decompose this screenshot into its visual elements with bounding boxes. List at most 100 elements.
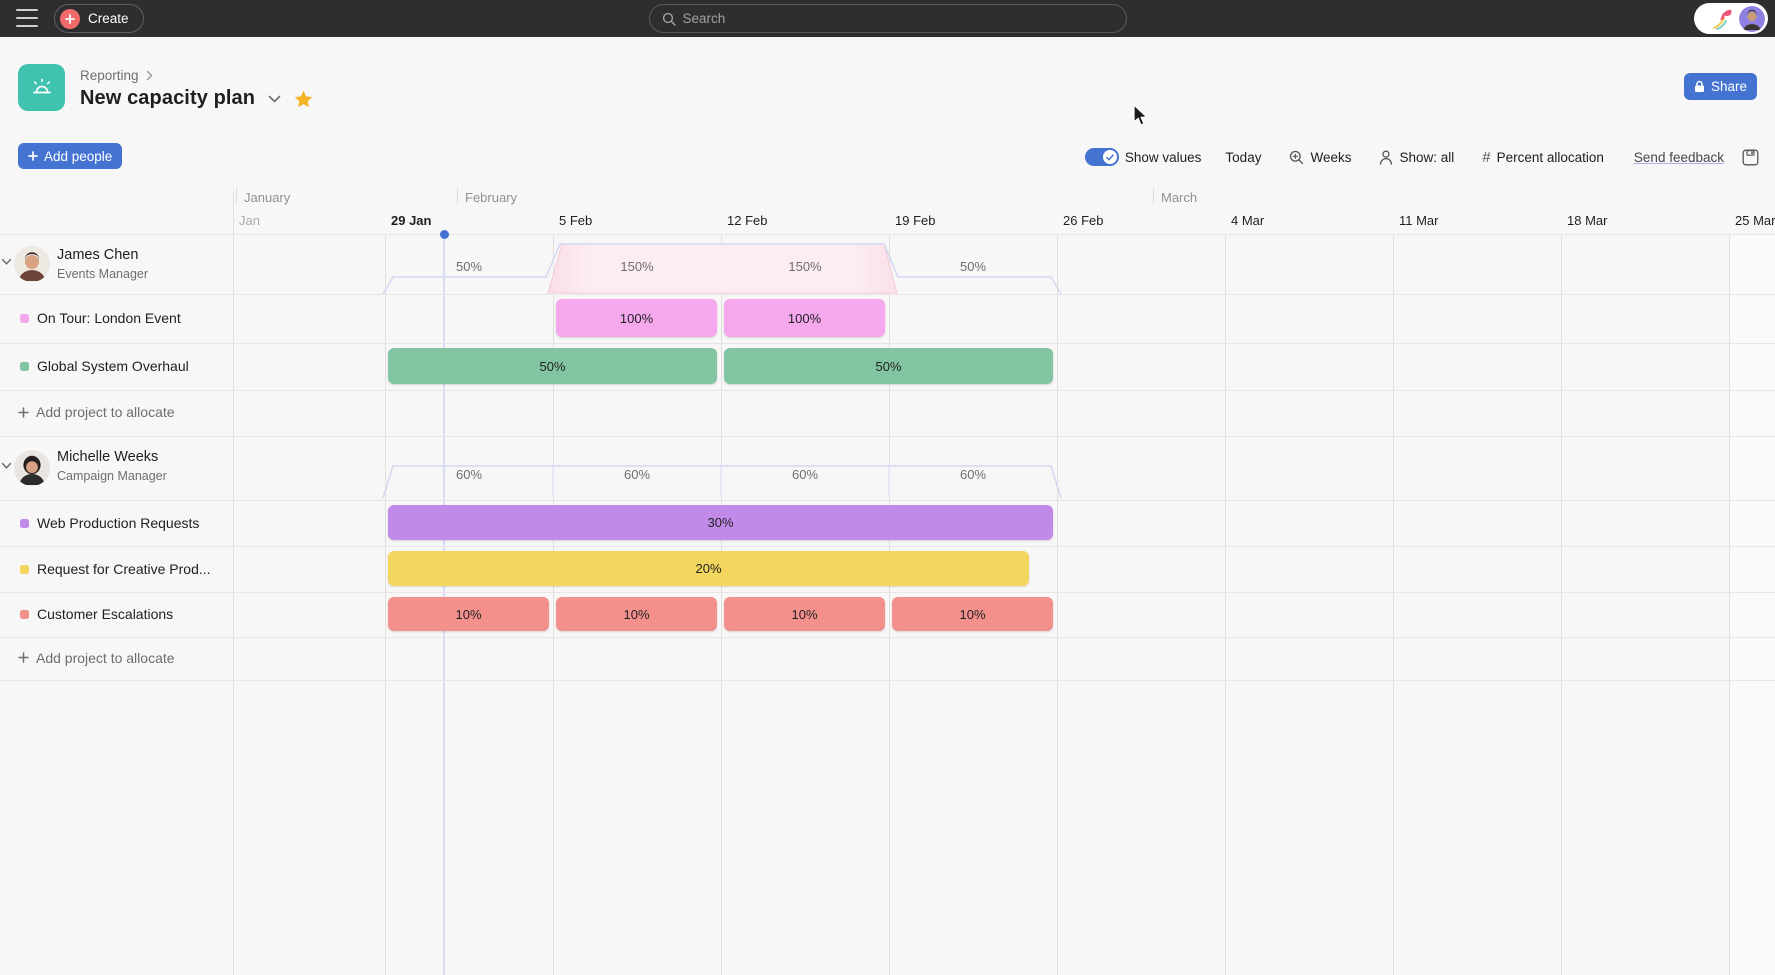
row-divider [0,390,1775,391]
row-divider [0,294,1775,295]
search-input[interactable]: Search [648,4,1127,33]
allocation-bar[interactable]: 50% [724,348,1053,384]
week-label: 11 Mar [1399,213,1439,228]
add-project-button[interactable]: Add project to allocate [18,404,175,420]
create-button[interactable]: Create [54,4,144,33]
breadcrumb-label: Reporting [80,68,139,83]
week-label: 4 Mar [1231,213,1265,228]
timeline-overflow-area [1730,234,1775,975]
zoom-in-icon [1290,150,1304,164]
show-all-filter[interactable]: Show: all [1379,150,1454,165]
allocation-bar[interactable]: 30% [388,505,1053,540]
star-icon[interactable] [294,90,313,108]
view-controls: Show values Today Weeks Show: all # Perc… [1084,144,1759,170]
plus-icon [60,8,80,29]
breadcrumb[interactable]: Reporting [80,68,153,83]
add-people-label: Add people [44,148,113,164]
row-divider [0,500,1775,501]
capacity-value: 150% [620,259,654,274]
avatar[interactable] [14,450,50,486]
month-tick [1153,188,1154,203]
week-gridline [721,234,722,975]
today-button[interactable]: Today [1225,149,1262,165]
month-label: March [1161,190,1198,205]
today-marker-dot [439,229,449,239]
week-label: 19 Feb [895,213,936,228]
project-name[interactable]: Request for Creative Prod... [37,560,211,577]
collapse-chevron-icon[interactable] [1,258,13,270]
capacity-value: 150% [788,259,822,274]
week-label: 29 Jan [391,213,432,228]
plus-icon [18,652,29,663]
person-role: Campaign Manager [57,469,167,483]
row-divider [0,234,1775,235]
week-label: 25 Mar [1735,213,1775,228]
save-icon[interactable] [1742,149,1759,166]
weeks-label: Weeks [1310,149,1352,165]
page-title: New capacity plan [80,87,256,109]
chevron-right-icon [146,70,153,81]
project-color-dot [20,362,29,371]
project-name[interactable]: Global System Overhaul [37,358,189,374]
week-label: 5 Feb [559,213,593,228]
project-name[interactable]: Customer Escalations [37,606,174,622]
person-name: James Chen [57,247,139,263]
add-project-button[interactable]: Add project to allocate [18,650,175,666]
show-values-control[interactable]: Show values [1084,148,1201,166]
allocation-bar[interactable]: 10% [892,597,1053,631]
send-feedback-link[interactable]: Send feedback [1633,149,1724,165]
sidebar-edge-line [233,190,234,975]
week-gridline [1393,234,1394,975]
avatar[interactable] [14,246,50,282]
project-color-dot [20,314,29,323]
show-values-toggle[interactable] [1084,148,1119,166]
person-icon [1380,150,1393,165]
week-gridline [385,234,386,975]
capacity-value: 50% [959,259,987,274]
row-divider [0,546,1775,547]
plus-icon [28,151,38,161]
allocation-bar[interactable]: 50% [388,348,717,384]
month-label: January [244,190,291,205]
person-name: Michelle Weeks [57,449,159,465]
hash-icon: # [1482,148,1491,166]
month-tick [457,188,458,203]
share-button[interactable]: Share [1683,73,1757,100]
allocation-bar[interactable]: 100% [556,299,717,337]
row-divider [0,680,1775,681]
plus-icon [18,406,29,418]
lock-icon [1694,80,1704,92]
month-label: February [465,190,518,205]
hamburger-menu-icon[interactable] [16,9,38,27]
siren-icon [32,77,51,93]
project-color-dot [20,610,29,619]
allocation-bar[interactable]: 10% [724,597,885,631]
week-label: 12 Feb [727,213,768,228]
percent-allocation-control[interactable]: # Percent allocation [1482,149,1604,166]
add-people-button[interactable]: Add people [18,143,123,169]
capacity-value: 60% [623,467,651,482]
show-all-label: Show: all [1399,149,1455,165]
month-tick [236,188,237,203]
row-divider [0,592,1775,593]
user-avatar [1739,5,1765,32]
share-label: Share [1710,79,1747,94]
allocation-bar[interactable]: 10% [388,597,549,631]
mouse-cursor [1133,104,1149,126]
user-pill[interactable] [1694,3,1768,34]
project-color-dot [20,518,29,528]
collapse-chevron-icon[interactable] [1,462,13,474]
capacity-plan-app-icon [18,64,65,111]
zoom-weeks-control[interactable]: Weeks [1289,150,1351,165]
week-gridline [553,234,554,975]
allocation-bar[interactable]: 10% [556,597,717,631]
percent-allocation-label: Percent allocation [1496,149,1604,165]
search-icon [662,12,676,26]
project-name[interactable]: Web Production Requests [37,514,200,531]
project-name[interactable]: On Tour: London Event [37,310,181,326]
allocation-bar[interactable]: 20% [388,551,1029,586]
chevron-down-icon[interactable] [268,95,281,103]
allocation-bar[interactable]: 100% [724,299,885,337]
capacity-value: 60% [791,467,819,482]
week-label: 26 Feb [1063,213,1104,228]
